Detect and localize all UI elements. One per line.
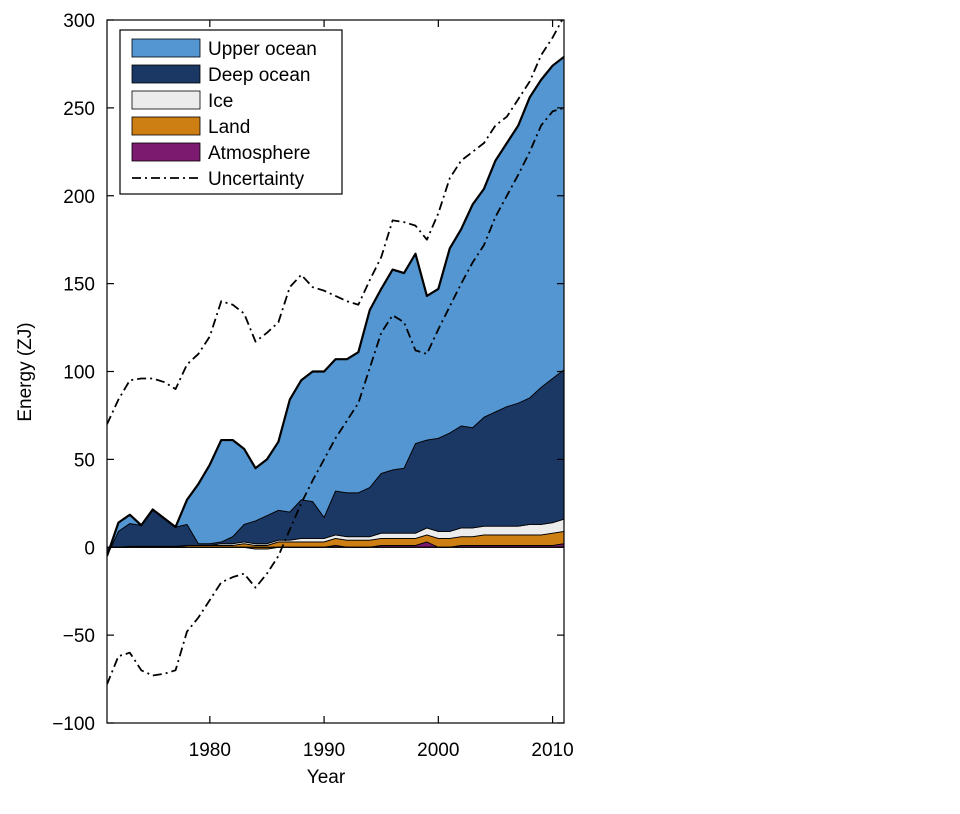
legend: Upper ocean Deep ocean Ice Land Atmosphere Un… <box>119 29 343 195</box>
total-line <box>107 56 564 557</box>
legend-label-land: Land <box>208 117 250 138</box>
x-tick-label: 2010 <box>531 740 573 761</box>
legend-swatch-ice <box>131 90 201 110</box>
legend-label-ice: Ice <box>208 91 233 112</box>
legend-swatch-land <box>131 116 201 136</box>
legend-swatch-upper-ocean <box>131 38 201 58</box>
axis-ticks: −100 −50 0 50 100 150 200 250 300 1980 1990 2000 201… <box>52 11 574 761</box>
y-tick-label: 100 <box>63 363 95 384</box>
uncertainty-upper-line <box>107 20 564 425</box>
y-tick-label: −50 <box>63 626 95 647</box>
x-tick-label: 2000 <box>417 740 459 761</box>
y-tick-label: 250 <box>63 99 95 120</box>
y-tick-label: 300 <box>63 11 95 32</box>
uncertainty-lower-line <box>107 107 564 685</box>
legend-swatch-deep-ocean <box>131 64 201 84</box>
legend-label-atmosphere: Atmosphere <box>208 143 310 164</box>
legend-label-upper-ocean: Upper ocean <box>208 39 317 60</box>
x-axis-title: Year <box>307 767 346 788</box>
legend-label-uncertainty: Uncertainty <box>208 169 305 190</box>
y-tick-label: 200 <box>63 187 95 208</box>
y-tick-label: −100 <box>52 714 95 735</box>
x-tick-label: 1980 <box>189 740 231 761</box>
legend-swatch-atmosphere <box>131 142 201 162</box>
uncertainty-lines <box>107 20 564 685</box>
x-tick-label: 1990 <box>303 740 345 761</box>
y-axis-title: Energy (ZJ) <box>15 322 36 421</box>
legend-label-deep-ocean: Deep ocean <box>208 65 310 86</box>
y-tick-label: 0 <box>84 538 95 559</box>
y-tick-label: 150 <box>63 275 95 296</box>
y-tick-label: 50 <box>74 450 95 471</box>
stacked-areas <box>107 56 564 557</box>
